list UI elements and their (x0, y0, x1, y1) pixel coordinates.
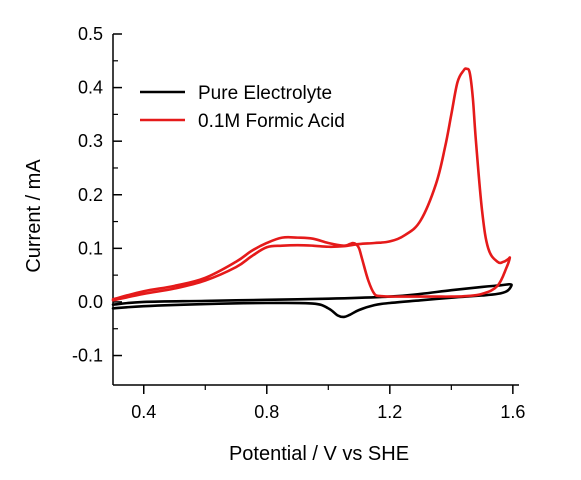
x-tick-label: 0.4 (131, 402, 156, 422)
x-tick-label: 0.8 (254, 402, 279, 422)
y-tick-label: 0.4 (78, 78, 103, 98)
y-tick-label: 0.3 (78, 131, 103, 151)
x-tick-label: 1.2 (377, 402, 402, 422)
y-axis-title: Current / mA (23, 159, 45, 273)
legend: Pure Electrolyte 0.1M Formic Acid (140, 83, 345, 132)
x-axis-title: Potential / V vs SHE (229, 443, 409, 465)
series-line-0-1m-formic-acid (111, 67, 512, 302)
axes-layer: -0.1 0.0 0.1 0.2 0.3 0.4 0.5 0.4 0.8 1.2 1.6 (72, 24, 525, 422)
y-tick-label: 0.2 (78, 185, 103, 205)
x-tick-label: 1.6 (500, 402, 525, 422)
y-tick-label: 0.0 (78, 292, 103, 312)
y-tick-label: 0.5 (78, 24, 103, 44)
y-tick-label: 0.1 (78, 238, 103, 258)
legend-label-0-1m-formic-acid: 0.1M Formic Acid (198, 111, 345, 132)
y-tick-label: -0.1 (72, 346, 103, 366)
series-line-pure-electrolyte (111, 282, 513, 319)
series-layer (111, 67, 513, 319)
legend-label-pure-electrolyte: Pure Electrolyte (198, 83, 332, 104)
